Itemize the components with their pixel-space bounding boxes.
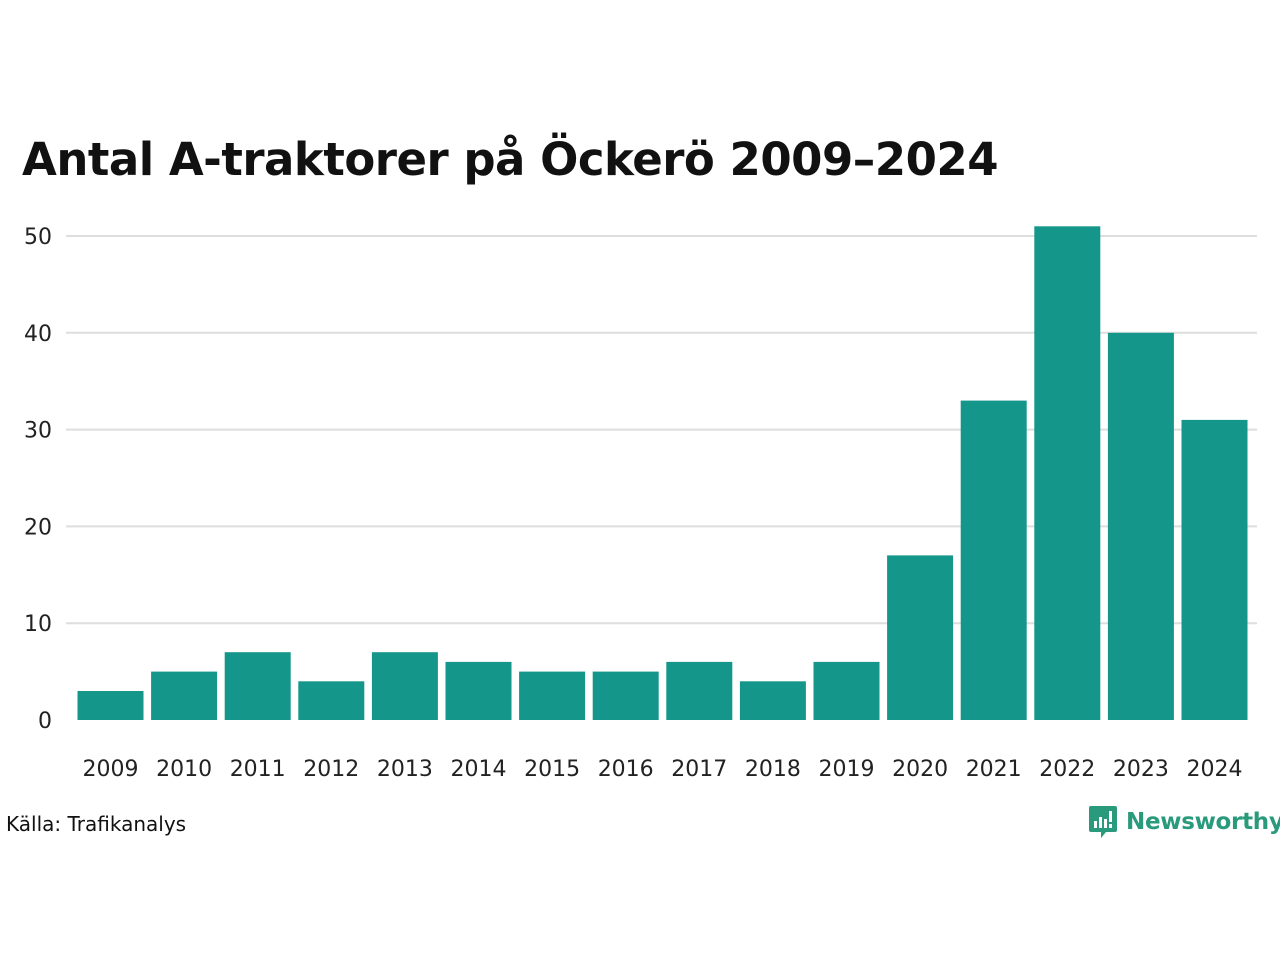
- bar-2010: [151, 671, 218, 720]
- x-tick-label: 2015: [524, 757, 580, 782]
- chart-title: Antal A-traktorer på Öckerö 2009–2024: [22, 133, 999, 186]
- x-tick-label: 2023: [1113, 757, 1169, 782]
- x-tick-label: 2011: [230, 757, 286, 782]
- bar-2011: [224, 652, 291, 720]
- bar-2019: [813, 661, 880, 720]
- bar-2018: [739, 681, 806, 720]
- x-tick-label: 2009: [83, 757, 139, 782]
- bar-2009: [77, 691, 144, 720]
- x-axis-ticks: 2009 2010 2011 2012 2013 2014 2015 2016 2017 2018…: [83, 757, 1243, 782]
- y-tick-label: 40: [24, 322, 52, 347]
- bar-2014: [445, 661, 512, 720]
- x-tick-label: 2013: [377, 757, 433, 782]
- bar-2013: [371, 652, 438, 720]
- x-tick-label: 2019: [819, 757, 875, 782]
- y-tick-label: 10: [24, 612, 52, 637]
- x-tick-label: 2014: [451, 757, 507, 782]
- bar-2023: [1107, 332, 1174, 720]
- y-tick-label: 50: [24, 225, 52, 250]
- x-tick-label: 2010: [156, 757, 212, 782]
- x-tick-label: 2016: [598, 757, 654, 782]
- newsworthy-logo-icon: [1088, 804, 1118, 840]
- bar-2016: [592, 671, 659, 720]
- x-tick-label: 2017: [671, 757, 727, 782]
- brand-name: Newsworthy: [1126, 809, 1280, 835]
- y-tick-label: 0: [38, 709, 52, 734]
- y-tick-label: 30: [24, 419, 52, 444]
- bars: [77, 226, 1248, 721]
- bar-2017: [666, 661, 733, 720]
- bar-2024: [1181, 419, 1248, 720]
- bar-2021: [960, 400, 1027, 720]
- y-tick-label: 20: [24, 515, 52, 540]
- x-tick-label: 2012: [303, 757, 359, 782]
- bar-2020: [887, 555, 954, 720]
- source-label: Källa: Trafikanalys: [6, 812, 187, 836]
- x-tick-label: 2022: [1039, 757, 1095, 782]
- y-axis-ticks: 0 10 20 30 40 50: [24, 225, 52, 734]
- bar-2022: [1034, 226, 1101, 721]
- bar-chart: 0 10 20 30 40 50 2009 2010 2011 2012 2013 2014 2015…: [24, 225, 1257, 782]
- x-tick-label: 2018: [745, 757, 801, 782]
- x-tick-label: 2024: [1187, 757, 1243, 782]
- x-tick-label: 2020: [892, 757, 948, 782]
- brand-logo: Newsworthy: [1088, 804, 1280, 840]
- x-tick-label: 2021: [966, 757, 1022, 782]
- bar-2015: [519, 671, 586, 720]
- bar-2012: [298, 681, 365, 720]
